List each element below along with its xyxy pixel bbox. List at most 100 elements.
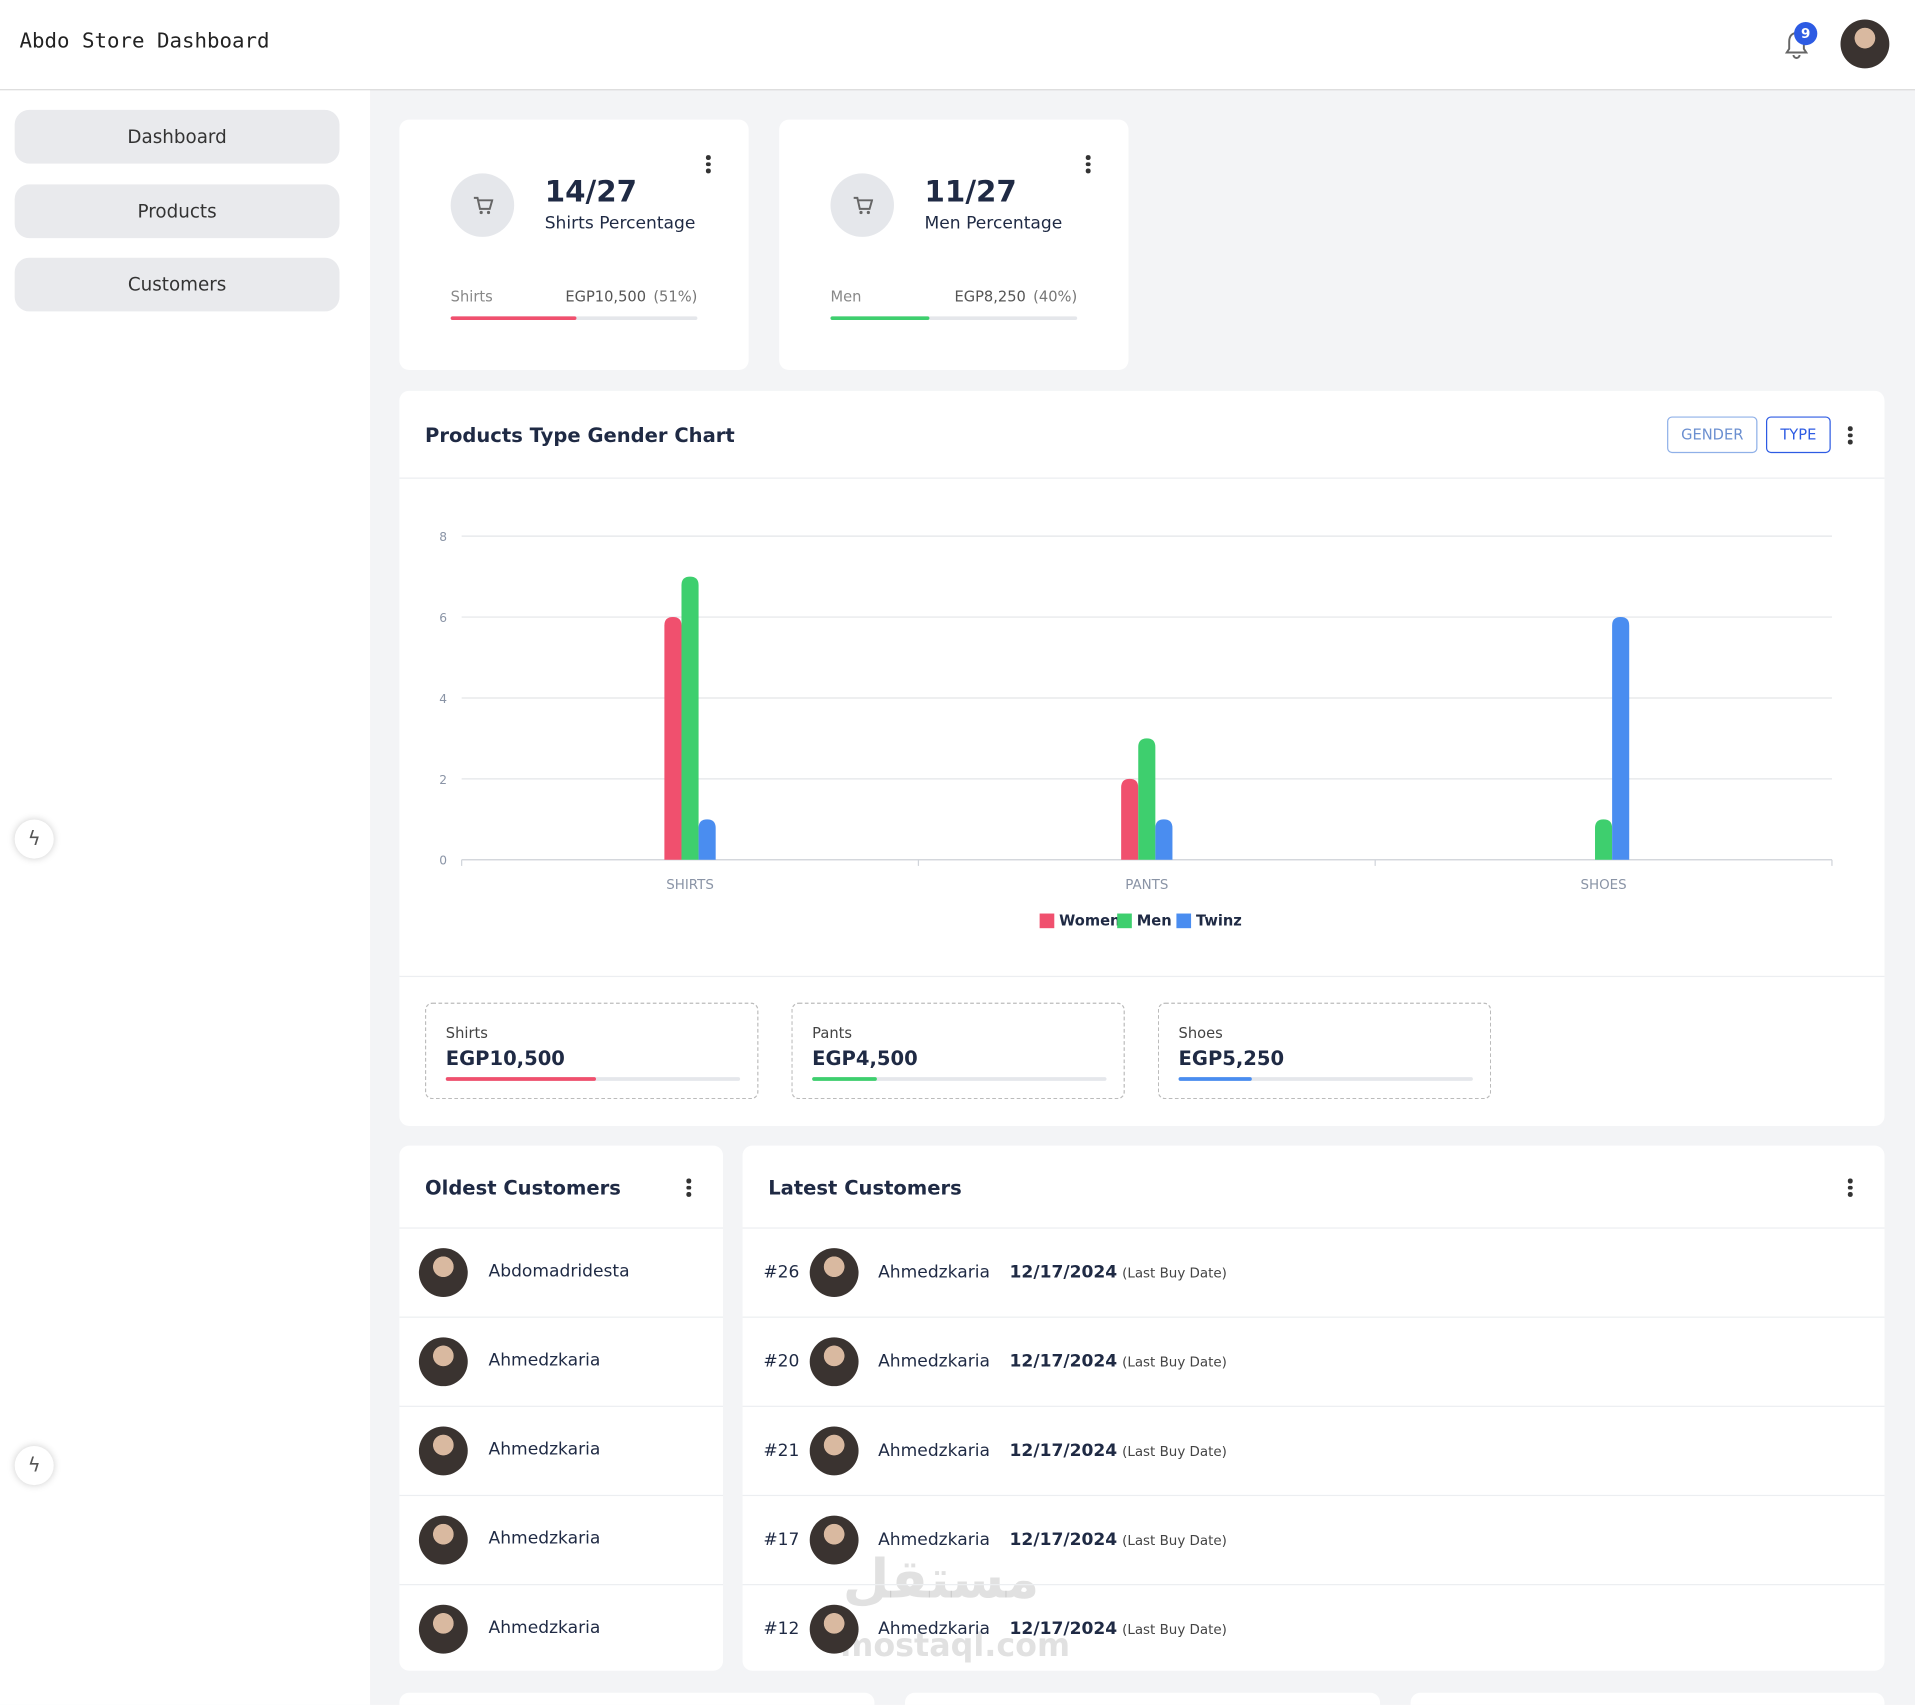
last-buy-date: 12/17/2024 [1009,1441,1118,1461]
menu-dots[interactable] [705,155,711,175]
row-divider [399,1584,724,1586]
summary-box [791,1002,1125,1100]
customer-name: Abdomadridesta [488,1261,630,1282]
card [904,1692,1381,1705]
watermark: مستقل [842,1548,1040,1611]
summary-label: Shoes [1178,1024,1223,1042]
customer-avatar [809,1337,859,1387]
customer-name: Ahmedzkaria [488,1529,601,1549]
progress-track [450,316,698,320]
date-note: (Last Buy Date) [1122,1353,1227,1370]
cart-icon [830,173,894,237]
oldest-card [399,1145,724,1671]
customer-avatar [809,1515,859,1565]
customer-avatar [418,1426,468,1476]
cart-icon [450,173,515,237]
menu-dots[interactable] [1847,426,1853,446]
customer-avatar [418,1515,468,1565]
customer-row: #20 Ahmedzkaria 12/17/2024 (Last Buy Date) [763,1337,1227,1387]
customer-avatar [809,1248,859,1298]
progress-bar [450,316,577,320]
customer-name: Ahmedzkaria [488,1618,601,1638]
date-note: (Last Buy Date) [1122,1532,1227,1548]
customer-avatar [418,1604,468,1654]
user-avatar[interactable] [1840,19,1890,69]
customer-name: Ahmedzkaria [488,1439,601,1460]
latest-card [742,1145,1885,1671]
card [399,1692,875,1705]
customer-id: #12 [763,1619,800,1639]
menu-dots[interactable] [1847,1178,1853,1199]
row-divider [742,1405,1885,1407]
customer-id: #26 [763,1262,800,1283]
stat-card [399,119,749,371]
summary-amount: EGP5,250 [1178,1046,1285,1070]
customer-id: #20 [763,1351,800,1372]
customer-name: Ahmedzkaria [878,1619,990,1639]
date-note: (Last Buy Date) [1122,1442,1227,1459]
row-divider [742,1584,1885,1586]
customer-row: #17 Ahmedzkaria 12/17/2024 (Last Buy Date) [763,1515,1227,1565]
last-buy-date: 12/17/2024 [1009,1351,1118,1372]
progress-bar [830,316,930,320]
progress-bar [445,1077,596,1081]
stat-percent: (51%) [653,288,698,306]
header [0,0,1915,91]
stat-value: 14/27 [544,174,637,209]
row-divider [399,1494,724,1497]
stat-item: Men [830,288,862,306]
summary-box [425,1002,759,1100]
stat-percent: (40%) [1033,288,1078,306]
row-divider [399,1227,724,1229]
nav-item[interactable]: Products [14,184,340,239]
progress-track [830,316,1078,320]
nav-item[interactable]: Customers [14,257,340,312]
menu-dots[interactable] [686,1178,691,1199]
flash-button[interactable]: ϟ [14,1446,54,1486]
stat-label: Shirts Percentage [544,213,696,234]
card [1410,1692,1885,1705]
customer-avatar [418,1337,468,1387]
latest-title: Latest Customers [768,1176,962,1200]
progress-track [1178,1077,1473,1081]
stat-label: Men Percentage [924,213,1063,234]
row-divider [742,1227,1885,1229]
summary-label: Pants [812,1024,853,1042]
customer-name: Ahmedzkaria [878,1351,990,1372]
row-divider [399,1316,724,1318]
row-divider [742,1494,1885,1497]
summary-label: Shirts [445,1024,488,1042]
customer-name: Ahmedzkaria [488,1350,601,1371]
summary-amount: EGP4,500 [812,1046,918,1070]
stat-item: Shirts [450,288,493,306]
customer-id: #21 [763,1441,800,1461]
customer-avatar [418,1248,468,1298]
notification-badge: 9 [1794,21,1818,46]
stat-amount: EGP10,500 [565,288,647,306]
customer-avatar [809,1426,859,1476]
nav-item[interactable]: Dashboard [14,109,340,164]
customer-id: #17 [763,1530,800,1550]
gender-button[interactable]: GENDER [1667,416,1758,454]
progress-bar [812,1077,877,1081]
flash-button[interactable]: ϟ [14,819,54,859]
last-buy-date: 12/17/2024 [1009,1619,1118,1639]
progress-bar [1178,1077,1253,1081]
stat-value: 11/27 [924,174,1017,209]
customer-row: #12 Ahmedzkaria 12/17/2024 (Last Buy Date) [763,1604,1227,1654]
customer-name: Ahmedzkaria [878,1262,990,1283]
type-button[interactable]: TYPE [1765,416,1831,454]
customer-row: #26 Ahmedzkaria 12/17/2024 (Last Buy Date) [763,1248,1227,1298]
row-divider [399,1405,724,1407]
summary-amount: EGP10,500 [445,1046,565,1070]
sidebar [0,90,371,1705]
oldest-title: Oldest Customers [425,1176,621,1200]
stat-card [779,119,1129,371]
summary-box [1157,1002,1492,1100]
last-buy-date: 12/17/2024 [1009,1530,1118,1550]
customer-row: #21 Ahmedzkaria 12/17/2024 (Last Buy Date) [763,1426,1227,1476]
menu-dots[interactable] [1085,155,1091,175]
stat-amount: EGP8,250 [954,288,1026,306]
